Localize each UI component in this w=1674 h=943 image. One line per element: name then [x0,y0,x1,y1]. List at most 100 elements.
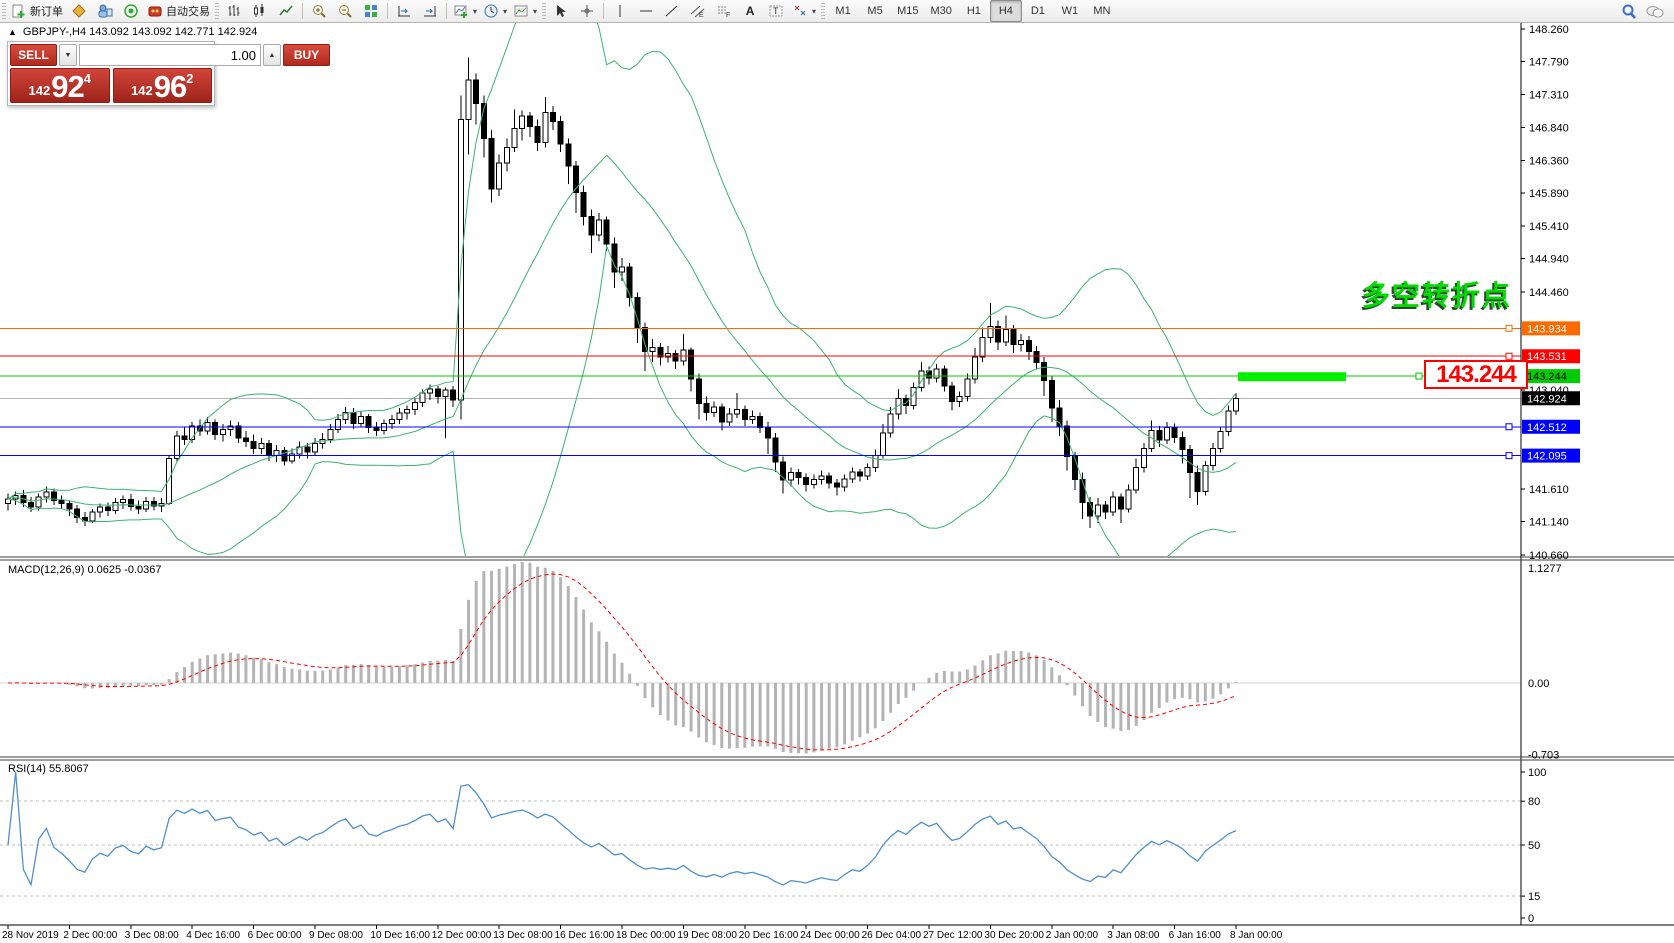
sell-button[interactable]: SELL [10,44,57,66]
bid-pipette: 4 [83,71,91,86]
candlestick-chart-icon [254,4,264,17]
tf-m1[interactable]: M1 [835,5,851,17]
svg-text:15: 15 [1528,891,1540,903]
periods-button[interactable]: ▾ [480,0,510,22]
fibonacci-icon: F [718,6,730,19]
svg-text:9 Dec 08:00: 9 Dec 08:00 [309,930,363,941]
svg-text:143.934: 143.934 [1527,323,1567,335]
trendline-button[interactable] [659,0,685,22]
arrows-tool-button[interactable]: ▾ [789,0,819,22]
svg-text:0: 0 [1528,913,1534,925]
signals-button[interactable] [118,0,144,22]
crosshair-button[interactable] [574,0,600,22]
new-order-label: 新订单 [30,6,63,18]
bid-pips: 92 [51,69,84,104]
svg-text:144.460: 144.460 [1529,287,1569,299]
svg-text:E: E [699,12,704,19]
toolbar-grip [821,3,826,19]
toolbar-grip [2,3,6,19]
new-order-button[interactable]: 新订单 [8,0,66,22]
chart-shift-button[interactable] [391,0,417,22]
new-order-icon [12,4,25,18]
buy-button[interactable]: BUY [283,44,330,66]
dropdown-arrow-icon: ▾ [473,6,478,16]
tf-m30[interactable]: M30 [930,5,952,17]
fibonacci-button[interactable]: F [711,0,737,22]
tile-windows-icon [365,5,377,17]
bar-chart-button[interactable] [221,0,247,22]
bid-big-figure: 142 [28,83,51,98]
cursor-button[interactable] [548,0,574,22]
community-button[interactable] [1642,1,1668,23]
expert-advisors-button[interactable] [92,0,118,22]
buy-quote-button[interactable]: 142 96 2 [112,68,212,103]
vertical-line-button[interactable] [607,0,633,22]
svg-text:146.840: 146.840 [1529,122,1569,134]
line-chart-icon [279,5,293,16]
horizontal-line-button[interactable] [633,0,659,22]
tf-h1[interactable]: H1 [966,5,981,17]
svg-text:10 Dec 16:00: 10 Dec 16:00 [370,930,430,941]
zoom-out-button[interactable] [332,0,358,22]
label-tool-icon: T [769,5,783,17]
signals-icon [124,4,138,18]
sell-quote-button[interactable]: 142 92 4 [10,68,110,103]
vertical-line-icon [619,5,621,17]
svg-text:13 Dec 08:00: 13 Dec 08:00 [493,930,553,941]
auto-scroll-icon [424,6,436,17]
new-chart-button[interactable]: ▾ [450,0,480,22]
tile-windows-button[interactable] [358,0,384,22]
svg-text:50: 50 [1528,840,1540,852]
tf-m5[interactable]: M5 [867,5,883,17]
bar-chart-icon [228,5,240,16]
rsi-panel [0,771,1521,897]
macd-panel [0,562,1521,754]
svg-text:147.310: 147.310 [1529,90,1569,102]
tf-h4[interactable]: H4 [989,0,1022,22]
svg-text:18 Dec 00:00: 18 Dec 00:00 [616,930,676,941]
candlestick-chart-button[interactable] [247,0,273,22]
zoom-in-button[interactable] [306,0,332,22]
svg-text:142.512: 142.512 [1527,422,1567,434]
auto-scroll-button[interactable] [417,0,443,22]
dropdown-arrow-icon: ▾ [812,6,817,16]
metaeditor-button[interactable] [66,0,92,22]
autotrading-button[interactable]: 自动交易 [144,0,213,22]
search-icon [1622,4,1636,19]
svg-text:24 Dec 00:00: 24 Dec 00:00 [800,930,860,941]
search-button[interactable] [1616,1,1642,23]
svg-text:142.924: 142.924 [1527,393,1567,405]
svg-text:146.360: 146.360 [1529,155,1569,167]
metaeditor-icon [72,4,86,18]
tf-d1[interactable]: D1 [1030,5,1045,17]
clock-icon [484,4,498,18]
symbol-info: ▲ GBPJPY-,H4 143.092 143.092 142.771 142… [8,26,257,38]
svg-text:4 Dec 16:00: 4 Dec 16:00 [186,930,240,941]
tf-w1[interactable]: W1 [1061,5,1079,17]
collapse-trade-panel-icon[interactable]: ▲ [8,27,17,37]
volume-input[interactable] [79,44,261,66]
label-tool-button[interactable]: T [763,0,789,22]
volume-increase-button[interactable]: ▲ [263,44,281,66]
line-chart-button[interactable] [273,0,299,22]
tf-mn[interactable]: MN [1093,5,1111,17]
toolbar-separator [603,3,605,19]
price-level-text-box[interactable]: 143.244 [1424,360,1528,389]
ask-pipette: 2 [186,71,194,86]
svg-text:148.260: 148.260 [1529,24,1569,36]
tf-m15[interactable]: M15 [897,5,919,17]
volume-decrease-button[interactable]: ▼ [59,44,77,66]
equidistant-channel-button[interactable]: E [685,0,711,22]
text-tool-icon: A [745,4,755,18]
new-chart-icon [454,5,467,18]
svg-text:100: 100 [1528,767,1546,779]
cursor-icon [557,5,567,17]
trendline-icon [665,5,678,17]
svg-text:6 Jan 16:00: 6 Jan 16:00 [1169,930,1222,941]
rsi-indicator-label: RSI(14) 55.8067 [8,763,89,775]
templates-button[interactable]: ▾ [510,0,540,22]
svg-text:3 Jan 08:00: 3 Jan 08:00 [1107,930,1160,941]
text-tool-button[interactable]: A [737,0,763,22]
symbol-ohlc-text: GBPJPY-,H4 143.092 143.092 142.771 142.9… [22,26,258,38]
